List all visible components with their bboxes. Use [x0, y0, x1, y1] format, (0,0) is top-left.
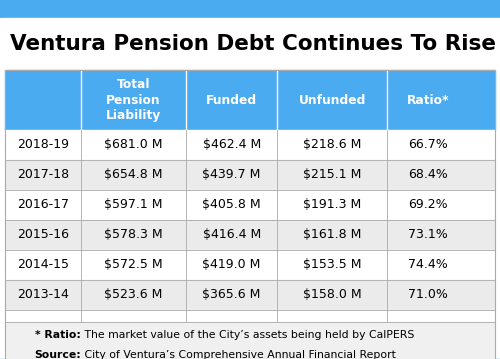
Bar — [5, 250, 495, 280]
Bar — [5, 220, 495, 250]
Text: $158.0 M: $158.0 M — [303, 289, 362, 302]
Text: 2017-18: 2017-18 — [17, 168, 69, 182]
Text: $681.0 M: $681.0 M — [104, 139, 163, 151]
Text: Total
Pension
Liability: Total Pension Liability — [106, 79, 161, 121]
Text: * Ratio:: * Ratio: — [35, 330, 81, 340]
Bar — [5, 280, 495, 310]
Text: Ventura Pension Debt Continues To Rise: Ventura Pension Debt Continues To Rise — [10, 34, 496, 54]
Bar — [5, 70, 495, 130]
Text: $419.0 M: $419.0 M — [202, 258, 261, 271]
Text: $439.7 M: $439.7 M — [202, 168, 261, 182]
Text: 2014-15: 2014-15 — [17, 258, 69, 271]
Bar — [5, 322, 495, 359]
Text: City of Ventura’s Comprehensive Annual Financial Report: City of Ventura’s Comprehensive Annual F… — [81, 350, 396, 359]
Text: $572.5 M: $572.5 M — [104, 258, 163, 271]
Text: $462.4 M: $462.4 M — [202, 139, 261, 151]
Text: $523.6 M: $523.6 M — [104, 289, 163, 302]
Text: $191.3 M: $191.3 M — [303, 199, 361, 211]
Text: The market value of the City’s assets being held by CalPERS: The market value of the City’s assets be… — [81, 330, 414, 340]
Text: Funded: Funded — [206, 93, 257, 107]
Bar — [5, 160, 495, 190]
Text: 69.2%: 69.2% — [408, 199, 448, 211]
Bar — [5, 190, 495, 220]
Bar — [5, 130, 495, 160]
Text: Unfunded: Unfunded — [298, 93, 366, 107]
Text: 2018-19: 2018-19 — [17, 139, 69, 151]
Text: $578.3 M: $578.3 M — [104, 228, 163, 242]
Text: 74.4%: 74.4% — [408, 258, 448, 271]
Text: 66.7%: 66.7% — [408, 139, 448, 151]
Text: $161.8 M: $161.8 M — [303, 228, 362, 242]
Text: $153.5 M: $153.5 M — [303, 258, 362, 271]
Text: $654.8 M: $654.8 M — [104, 168, 163, 182]
Text: Ratio*: Ratio* — [406, 93, 449, 107]
Text: 71.0%: 71.0% — [408, 289, 448, 302]
Text: 2013-14: 2013-14 — [17, 289, 69, 302]
Text: Source:: Source: — [34, 350, 81, 359]
Text: $405.8 M: $405.8 M — [202, 199, 261, 211]
Text: $218.6 M: $218.6 M — [303, 139, 362, 151]
Bar — [5, 310, 495, 322]
Text: $215.1 M: $215.1 M — [303, 168, 362, 182]
Text: $365.6 M: $365.6 M — [202, 289, 261, 302]
Text: 2015-16: 2015-16 — [17, 228, 69, 242]
Text: 73.1%: 73.1% — [408, 228, 448, 242]
Bar — [0, 0, 500, 18]
Text: 2016-17: 2016-17 — [17, 199, 69, 211]
Text: 68.4%: 68.4% — [408, 168, 448, 182]
Text: $597.1 M: $597.1 M — [104, 199, 163, 211]
Text: $416.4 M: $416.4 M — [202, 228, 261, 242]
